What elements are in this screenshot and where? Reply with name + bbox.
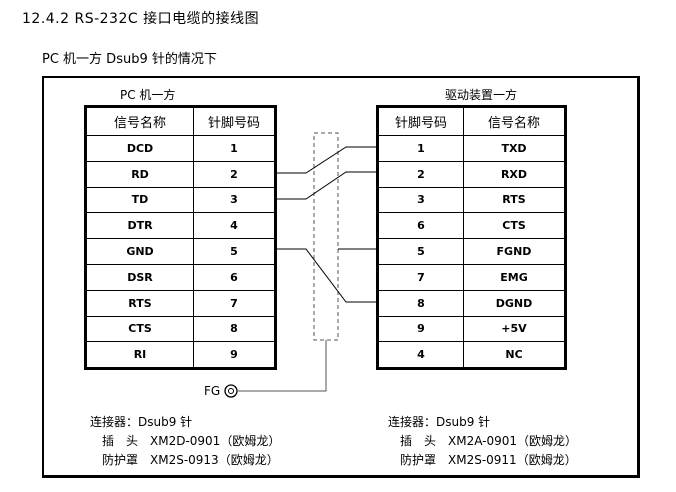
table-cell: 1 [193, 135, 276, 162]
header-signal: 信号名称 [463, 106, 566, 136]
table-cell: +5V [463, 315, 566, 343]
table-row: 8 DGND [377, 289, 566, 317]
table-row: 4 NC [377, 341, 566, 370]
wire-td-rxd [277, 171, 377, 200]
driver-side-pin-table: 针脚号码 信号名称 1 TXD 2 RXD 3 RTS 6 CTS 5 FGND 7 EMG 8 DGND… [376, 105, 567, 371]
cover-part: 防护罩 XM2S-0911（欧姆龙） [400, 453, 577, 467]
table-cell: 7 [377, 263, 464, 291]
table-cell: NC [463, 341, 566, 370]
table-cell: 4 [377, 341, 464, 370]
header-signal: 信号名称 [85, 106, 194, 136]
table-cell: 6 [193, 263, 276, 291]
table-row: 3 RTS [377, 186, 566, 214]
table-row: 9 +5V [377, 315, 566, 343]
fg-terminal-icon [224, 384, 238, 398]
connector-type: 连接器：Dsub9 针 [388, 415, 491, 429]
table-cell: FGND [463, 238, 566, 265]
right-connector-notes: 连接器：Dsub9 针 插 头 XM2A-0901（欧姆龙） 防护罩 XM2S-… [388, 413, 577, 470]
connector-type: 连接器：Dsub9 针 [90, 415, 193, 429]
header-pin: 针脚号码 [193, 106, 276, 136]
pc-side-pin-table: 信号名称 针脚号码 DCD 1 RD 2 TD 3 DTR 4 GND 5 DSR 6 RTS 7 CTS 8… [84, 105, 277, 371]
left-table-caption: PC 机一方 [120, 88, 176, 102]
table-row: GND 5 [85, 238, 276, 265]
cover-part: 防护罩 XM2S-0913（欧姆龙） [102, 453, 279, 467]
table-row: DSR 6 [85, 263, 276, 291]
table-cell: DCD [85, 135, 194, 162]
table-cell: CTS [85, 315, 194, 343]
left-connector-notes: 连接器：Dsub9 针 插 头 XM2D-0901（欧姆龙） 防护罩 XM2S-… [90, 413, 280, 470]
table-row: 7 EMG [377, 263, 566, 291]
table-cell: TD [85, 186, 194, 214]
table-row: DCD 1 [85, 135, 276, 162]
shield-dashed-box [313, 132, 339, 341]
table-cell: RTS [85, 289, 194, 317]
table-cell: RD [85, 160, 194, 188]
section-title: 12.4.2 RS-232C 接口电缆的接线图 [22, 11, 260, 27]
table-cell: RI [85, 341, 194, 370]
wire-rd-txd [277, 146, 377, 174]
table-cell: 9 [193, 341, 276, 370]
table-cell: DSR [85, 263, 194, 291]
table-row: RTS 7 [85, 289, 276, 317]
right-table-caption: 驱动装置一方 [445, 88, 518, 102]
table-row: RI 9 [85, 341, 276, 370]
wire-gnd-dgnd [277, 248, 377, 303]
table-cell: 5 [193, 238, 276, 265]
table-row: TD 3 [85, 186, 276, 214]
wire-shield-fg [238, 340, 327, 392]
diagram-frame [42, 76, 640, 478]
table-cell: RTS [463, 186, 566, 214]
table-cell: RXD [463, 160, 566, 188]
table-cell: DGND [463, 289, 566, 317]
table-cell: DTR [85, 212, 194, 240]
table-row: CTS 8 [85, 315, 276, 343]
plug-part: 插 头 XM2A-0901（欧姆龙） [400, 434, 578, 448]
plug-part: 插 头 XM2D-0901（欧姆龙） [102, 434, 281, 448]
subtitle: PC 机一方 Dsub9 针的情况下 [42, 52, 217, 67]
fg-label: FG [204, 384, 221, 398]
table-cell: TXD [463, 135, 566, 162]
